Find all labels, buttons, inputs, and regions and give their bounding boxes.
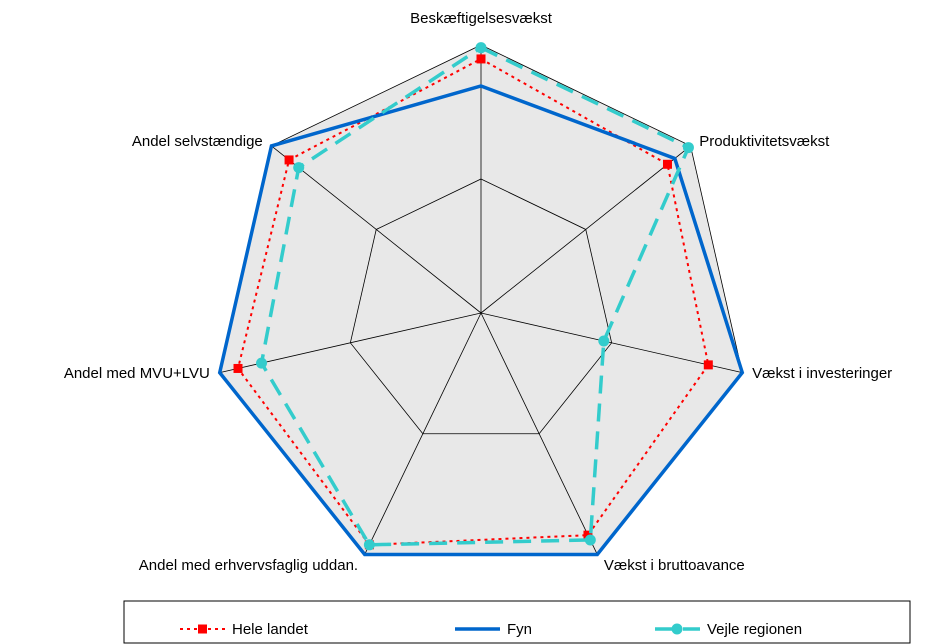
series-line — [217, 84, 745, 557]
marker — [475, 42, 487, 54]
spoke — [480, 312, 598, 555]
axis-label: Andel med erhvervsfaglig uddan. — [139, 557, 358, 574]
marker — [662, 159, 672, 169]
axis-label: Andel selvstændige — [132, 133, 263, 150]
marker — [363, 539, 375, 551]
axis-label: Beskæftigelsesvækst — [410, 10, 553, 27]
series-line — [259, 45, 691, 547]
legend-label: Hele landet — [232, 621, 309, 638]
axis-label: Vækst i investeringer — [752, 365, 892, 382]
marker — [256, 357, 268, 369]
grid-ring — [349, 178, 613, 435]
marker — [293, 162, 305, 174]
spoke — [480, 145, 691, 314]
marker — [703, 360, 713, 370]
marker — [682, 142, 694, 154]
spoke — [364, 312, 482, 555]
marker — [284, 155, 294, 165]
legend-box — [123, 600, 911, 644]
legend-marker — [198, 624, 207, 634]
marker — [476, 54, 486, 64]
series-line — [236, 57, 710, 546]
axis-label: Andel med MVU+LVU — [64, 365, 210, 382]
marker — [233, 363, 243, 373]
axis-label: Vækst i bruttoavance — [604, 557, 745, 574]
legend-label: Fyn — [507, 621, 532, 638]
marker — [584, 534, 596, 546]
marker — [598, 335, 610, 347]
legend-marker — [671, 623, 683, 635]
axis-label: Produktivitetsvækst — [699, 133, 830, 150]
spoke — [271, 145, 482, 314]
legend-label: Vejle regionen — [707, 621, 802, 638]
spoke — [480, 312, 743, 374]
